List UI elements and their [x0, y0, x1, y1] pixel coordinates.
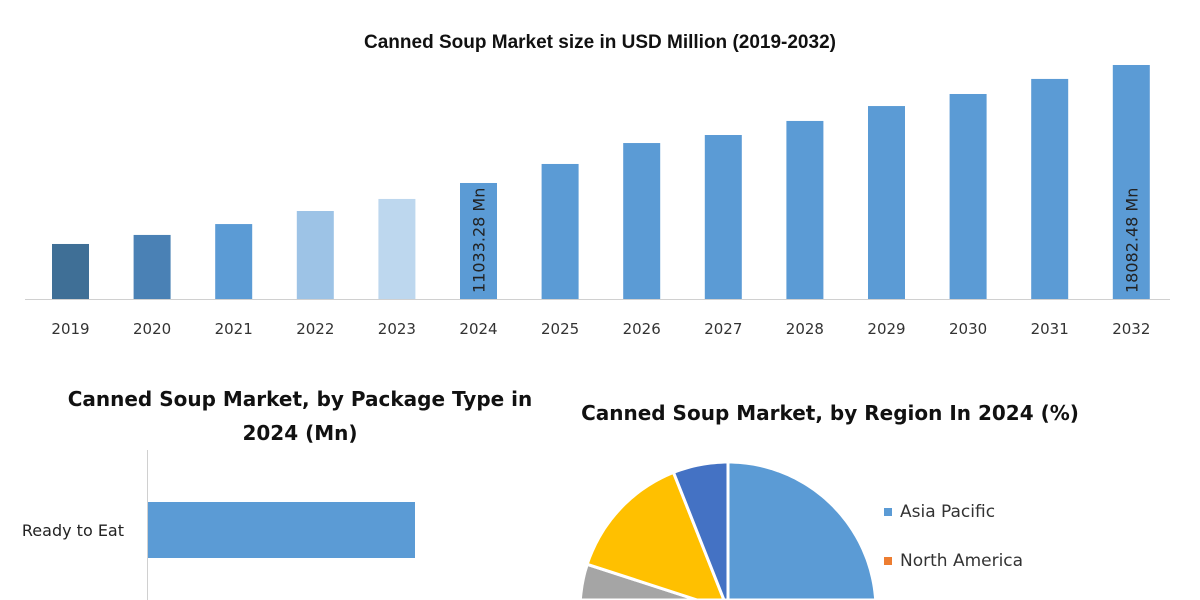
x-tick-2029: 2029	[867, 320, 905, 338]
bar-2020	[133, 234, 171, 299]
legend-item-asia-pacific: Asia Pacific	[884, 502, 995, 522]
bar-2028	[786, 120, 824, 299]
bar-2027	[704, 135, 742, 299]
bar-2023	[378, 198, 416, 299]
bar-2024	[460, 182, 497, 299]
data-label-2024: 11033.28 Mn	[470, 188, 489, 293]
x-tick-2028: 2028	[786, 320, 824, 338]
bar-2019	[52, 243, 89, 299]
x-tick-2019: 2019	[51, 320, 89, 338]
x-tick-2032: 2032	[1112, 320, 1150, 338]
bar-2032	[1112, 64, 1150, 299]
x-tick-2030: 2030	[949, 320, 987, 338]
bar-2021	[215, 224, 253, 299]
legend-label: North America	[900, 551, 1024, 571]
x-tick-2020: 2020	[133, 320, 171, 338]
data-label-2032: 18082.48 Mn	[1122, 188, 1141, 293]
pie-slice-4	[672, 460, 730, 600]
bar-2026	[623, 143, 661, 299]
x-tick-2026: 2026	[623, 320, 661, 338]
bar-chart-title: Canned Soup Market size in USD Million (…	[364, 32, 836, 53]
x-tick-2021: 2021	[215, 320, 253, 338]
pie-slice-asia-pacific	[726, 460, 878, 600]
x-tick-2023: 2023	[378, 320, 416, 338]
legend-swatch	[884, 508, 892, 516]
x-tick-2031: 2031	[1031, 320, 1069, 338]
legend-label: Asia Pacific	[900, 502, 996, 522]
legend-swatch	[884, 557, 892, 565]
pie-chart-title: Canned Soup Market, by Region In 2024 (%…	[581, 401, 1079, 425]
bar-2029	[868, 106, 905, 299]
bar-2031	[1031, 78, 1069, 300]
bar-2022	[296, 211, 334, 299]
x-tick-2024: 2024	[459, 320, 497, 338]
y-tick-ready-to-eat: Ready to Eat	[22, 521, 124, 540]
x-tick-2025: 2025	[541, 320, 579, 338]
pie-slice-3	[585, 470, 726, 600]
bar-ready-to-eat	[148, 502, 415, 558]
x-tick-2027: 2027	[704, 320, 742, 338]
bar-2025	[541, 163, 579, 299]
legend-item-north-america: North America	[884, 551, 1023, 571]
package-chart-title: Canned Soup Market, by Package Type in 2…	[67, 387, 533, 445]
bar-2030	[949, 93, 987, 299]
x-tick-2022: 2022	[296, 320, 334, 338]
